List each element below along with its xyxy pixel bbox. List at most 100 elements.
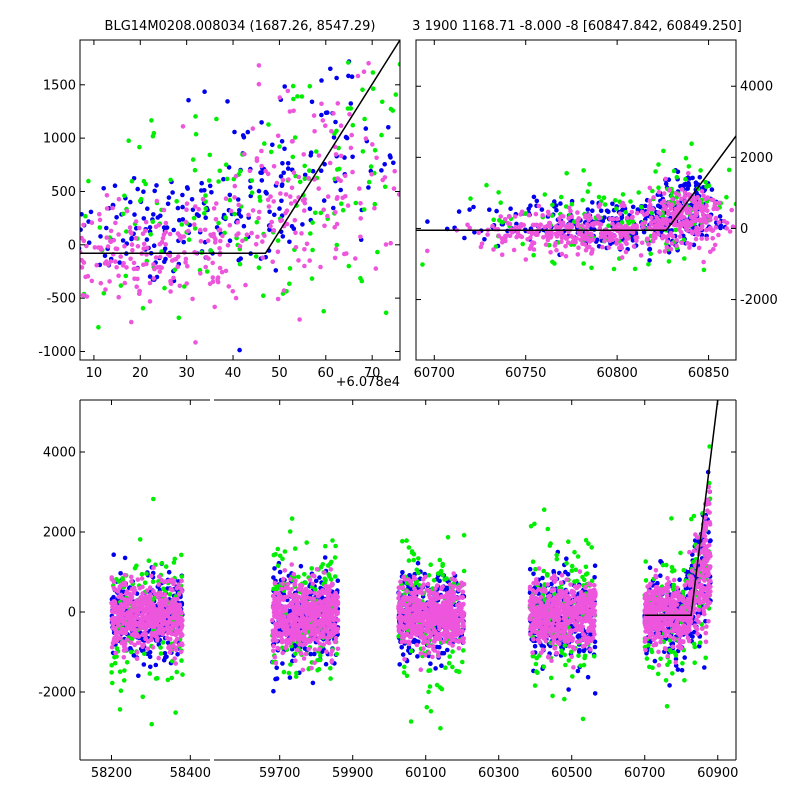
right-point [669, 241, 675, 246]
left-point [325, 213, 330, 219]
left-point [250, 126, 256, 131]
left-point [180, 192, 185, 198]
bottom-point [428, 661, 433, 666]
left-point [362, 116, 367, 122]
left-point [206, 256, 211, 261]
bottom-point [169, 675, 174, 681]
right-point [542, 192, 548, 197]
bottom-point [678, 550, 683, 556]
left-point [358, 201, 363, 206]
left-point [259, 163, 264, 169]
left-point [266, 204, 272, 209]
right-point [661, 198, 667, 204]
bottom-point [411, 557, 417, 563]
left-point [333, 210, 338, 215]
right-point [656, 231, 661, 237]
bottom-point [162, 599, 168, 604]
right-point [652, 219, 657, 224]
bottom-point [147, 617, 152, 622]
left-point [334, 75, 339, 81]
left-point [363, 126, 369, 131]
left-point [114, 215, 119, 220]
left-point [145, 206, 150, 211]
left-point [157, 254, 163, 260]
left-point [296, 258, 301, 263]
left-point [249, 178, 255, 183]
left-point [236, 231, 241, 236]
bottom-point [313, 578, 319, 584]
right-point [624, 241, 629, 246]
left-point [186, 97, 191, 103]
left-point [198, 227, 203, 233]
bottom-point [113, 631, 119, 636]
right-point [604, 208, 610, 214]
left-point [275, 133, 281, 139]
right-point [676, 192, 682, 198]
left-point [383, 242, 389, 247]
left-point [287, 281, 292, 287]
left-point [250, 208, 256, 213]
bottom-point [176, 592, 182, 597]
right-point [716, 220, 722, 225]
bottom-point [131, 585, 137, 591]
bottom-point [167, 636, 173, 642]
right-point [561, 214, 566, 219]
bottom-point [122, 572, 128, 578]
bottom-point [110, 621, 116, 627]
left-point [180, 217, 186, 222]
bottom-point [438, 726, 443, 731]
right-point [519, 222, 524, 227]
left-point [243, 282, 248, 288]
left-point [81, 222, 86, 228]
bottom-point [179, 588, 185, 594]
bottom-point [128, 640, 134, 645]
bottom-point [532, 643, 538, 649]
bottom-point [152, 623, 158, 628]
bottom-point [123, 646, 129, 651]
left-point [104, 225, 109, 231]
left-point [353, 256, 358, 261]
right-point [689, 229, 694, 234]
bottom-point [285, 586, 291, 591]
left-point [80, 264, 82, 269]
left-point [157, 269, 163, 274]
right-point [692, 217, 698, 222]
left-point [323, 110, 329, 116]
left-point [227, 197, 233, 203]
bottom-point [643, 559, 648, 564]
bottom-point [328, 676, 333, 681]
right-point [650, 238, 656, 244]
left-point [331, 111, 336, 116]
left-point [135, 276, 140, 282]
right-point [644, 211, 650, 217]
right-point [724, 194, 729, 200]
left-point [37, 236, 42, 241]
right-point [590, 200, 595, 205]
bottom-point [157, 604, 163, 610]
bottom-point [142, 600, 147, 606]
bottom-point [427, 684, 433, 689]
left-point [291, 96, 296, 102]
left-point [420, 222, 425, 227]
left-point [278, 191, 283, 196]
bottom-point [702, 665, 707, 670]
left-point [321, 309, 327, 314]
right-point [523, 257, 529, 262]
bottom-point [173, 661, 178, 666]
bottom-point [136, 673, 141, 679]
bottom-point [703, 655, 708, 661]
right-point [666, 211, 671, 216]
left-point [152, 188, 157, 194]
right-point [670, 190, 675, 195]
left-point [120, 238, 126, 243]
bottom-point [697, 643, 702, 649]
right-point [674, 238, 679, 243]
bottom-point [541, 568, 546, 574]
right-point [578, 230, 583, 235]
bottom-point [592, 691, 598, 696]
bottom-point [154, 617, 160, 623]
left-point [71, 278, 76, 283]
right-point [535, 232, 540, 237]
right-point [678, 215, 683, 221]
full-season-plot: 58200 58400 59700 59900 60100 60300 60500 60700… [38, 399, 738, 781]
